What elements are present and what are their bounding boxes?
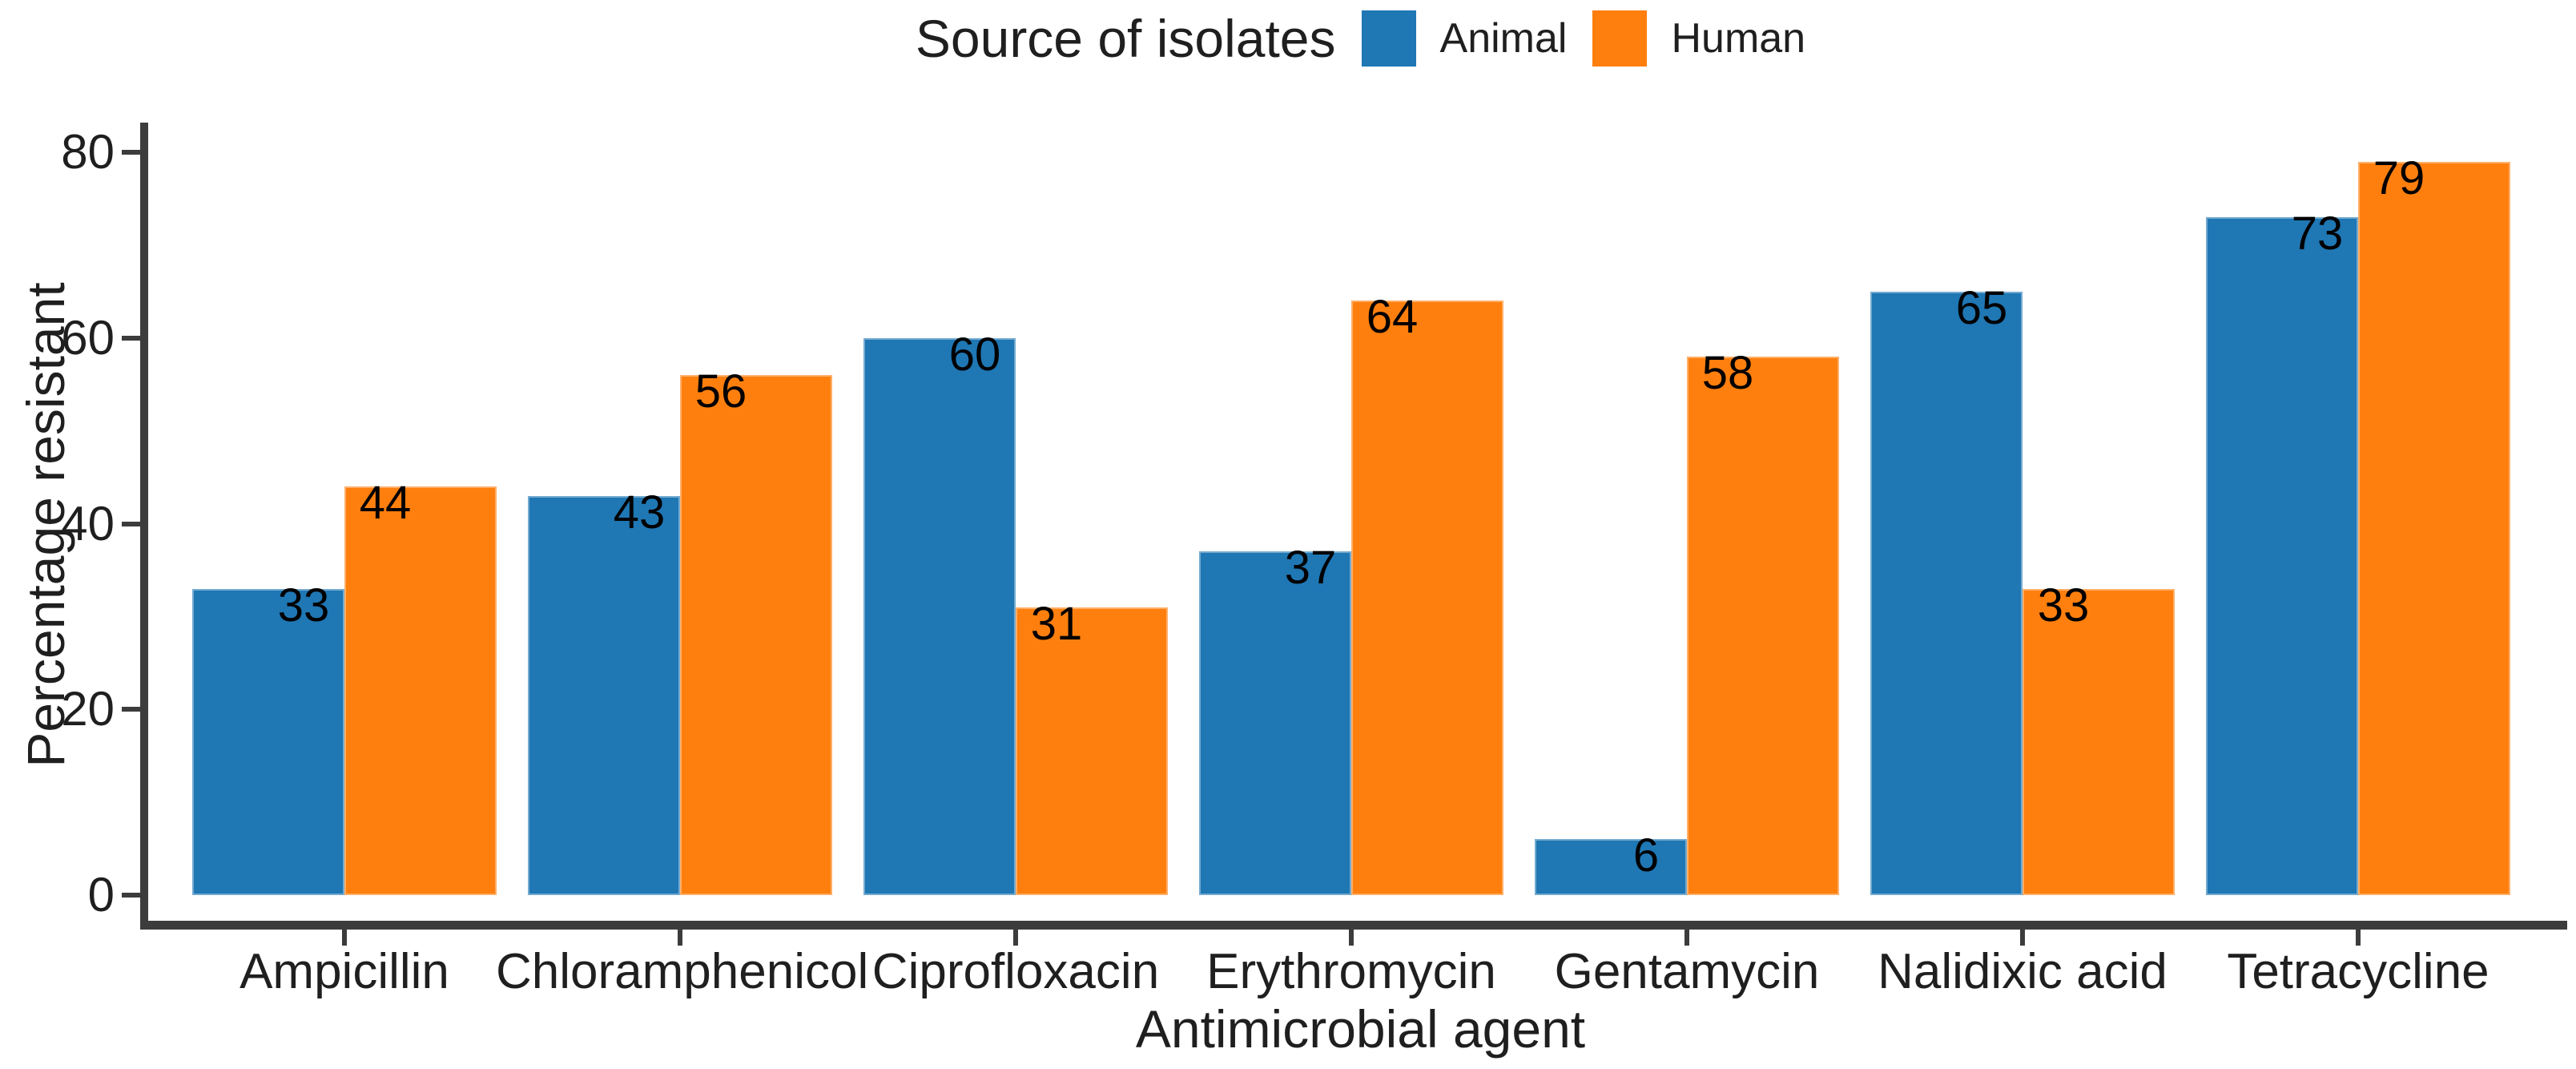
bar	[2358, 161, 2510, 895]
x-tick	[1013, 930, 1018, 946]
y-tick-label: 20	[61, 682, 115, 736]
x-tick	[2356, 930, 2361, 946]
legend-title: Source of isolates	[915, 9, 1336, 68]
bar-value-label: 44	[359, 477, 412, 530]
bar-value-label: 65	[1955, 281, 2008, 334]
x-axis-title: Antimicrobial agent	[1135, 999, 1586, 1059]
bar	[1199, 551, 1351, 895]
y-tick	[122, 521, 141, 526]
x-category-label: Tetracycline	[2227, 944, 2489, 999]
x-tick	[2020, 930, 2025, 946]
y-tick	[122, 150, 141, 155]
bar-value-label: 43	[613, 486, 666, 539]
legend-label-animal: Animal	[1439, 15, 1568, 62]
x-category-label: Ampicillin	[239, 944, 449, 999]
bar	[680, 375, 832, 895]
bar	[1535, 839, 1687, 895]
x-category-label: Gentamycin	[1554, 944, 1820, 999]
legend: Source of isolates Animal Human	[145, 0, 2576, 77]
bar	[528, 495, 680, 895]
bar-value-label: 73	[2291, 208, 2344, 260]
x-tick	[1684, 930, 1689, 946]
x-tick	[1349, 930, 1354, 946]
bar	[192, 588, 344, 895]
y-tick-label: 80	[61, 125, 115, 179]
bar	[863, 337, 1016, 895]
legend-item-human: Human	[1592, 10, 1805, 67]
bar-value-label: 6	[1632, 829, 1660, 882]
x-tick	[342, 930, 347, 946]
y-tick	[122, 707, 141, 712]
legend-item-animal: Animal	[1361, 10, 1568, 67]
y-tick	[122, 335, 141, 341]
y-axis-line	[140, 123, 148, 930]
bar	[2206, 217, 2358, 895]
x-category-label: Ciprofloxacin	[871, 944, 1160, 999]
x-category-label: Erythromycin	[1206, 944, 1496, 999]
bar-value-label: 37	[1284, 542, 1337, 595]
bar-value-label: 60	[948, 328, 1001, 381]
x-axis-line	[140, 921, 2567, 930]
bar-value-label: 56	[694, 365, 747, 418]
bar	[1351, 301, 1503, 895]
bar-value-label: 79	[2373, 151, 2425, 204]
x-tick	[678, 930, 682, 946]
bar-value-label: 64	[1366, 291, 1419, 344]
y-tick-label: 0	[87, 868, 115, 922]
bar	[344, 486, 497, 895]
legend-label-human: Human	[1671, 15, 1806, 62]
bar	[1870, 291, 2023, 895]
bar	[2023, 588, 2175, 895]
y-tick-label: 40	[61, 496, 115, 551]
bar	[1016, 607, 1168, 895]
y-tick-label: 60	[61, 310, 115, 365]
bar-value-label: 58	[1701, 346, 1754, 399]
legend-swatch-animal-icon	[1361, 10, 1416, 67]
legend-swatch-human-icon	[1592, 10, 1648, 67]
x-category-label: Chloramphenicol	[496, 944, 869, 999]
bar	[1687, 356, 1839, 895]
bar-value-label: 33	[277, 579, 330, 631]
bar-value-label: 31	[1030, 597, 1083, 650]
bar-value-label: 33	[2037, 579, 2090, 631]
x-category-label: Nalidixic acid	[1878, 944, 2167, 999]
y-tick	[122, 893, 141, 898]
